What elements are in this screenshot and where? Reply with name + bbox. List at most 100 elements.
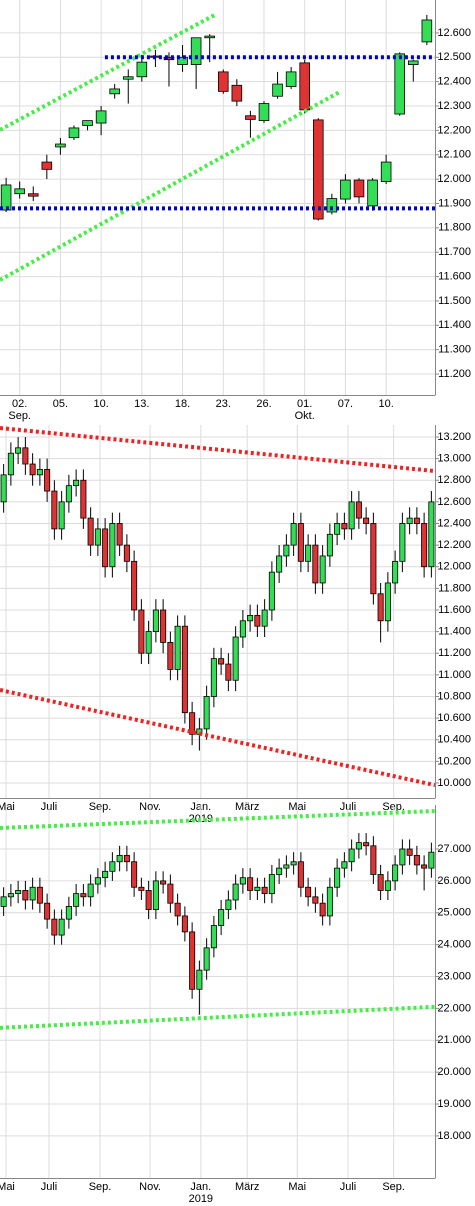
candle-body (341, 523, 348, 530)
y-tick-label: 23.000 (437, 970, 471, 982)
candle-body (370, 523, 377, 595)
y-tick-label: 11.000 (438, 669, 471, 681)
y-tick-label: 12.600 (437, 27, 471, 39)
y-tick-label: 11.400 (438, 626, 471, 638)
candle-body (334, 523, 341, 535)
candle-body (245, 115, 256, 120)
candle-body (73, 479, 80, 487)
candle-body (65, 485, 72, 503)
candle-body (384, 582, 391, 622)
candle-body (102, 870, 109, 879)
candle-body (276, 867, 283, 875)
y-tick-label: 19.000 (437, 1098, 471, 1110)
candle-body (421, 864, 428, 869)
candle-body (261, 609, 268, 627)
candle-body (14, 188, 25, 195)
x-tick-label: Jan. (190, 1181, 211, 1193)
candle-body (305, 886, 312, 898)
candle-body (355, 842, 362, 850)
candle-body (7, 893, 14, 898)
candle-body (312, 896, 319, 904)
candle-body (87, 517, 94, 546)
candle-body (413, 517, 420, 524)
y-tick-label: 21.000 (437, 1034, 471, 1046)
x-tick-sublabel: Sep. (8, 410, 31, 422)
candle-body (116, 854, 123, 863)
y-tick-label: 12.500 (437, 51, 471, 63)
candle-body (232, 636, 239, 681)
trend-line (0, 809, 436, 830)
candle-body (80, 479, 87, 519)
trend-line (0, 688, 436, 788)
candle-body (58, 918, 65, 936)
y-tick-label: 11.600 (438, 604, 471, 616)
candle-body (174, 625, 181, 670)
candle-body (290, 861, 297, 866)
candle-body (285, 71, 297, 87)
x-tick-label: Mai (0, 801, 15, 813)
y-tick-label: 12.400 (437, 76, 471, 88)
candle-body (341, 861, 348, 869)
candle-body (204, 35, 215, 39)
candle-body (283, 544, 290, 557)
candle-body (0, 896, 7, 907)
x-tick-sublabel: 2019 (189, 1193, 213, 1205)
candle-body (189, 931, 196, 990)
chart-panel: 18.000 19.000 20.000 21.000 22.000 23.000 24.0… (0, 805, 471, 1205)
candle-body (363, 842, 370, 847)
y-tick-label: 12.200 (437, 539, 471, 551)
candle-body (196, 969, 203, 990)
candle-body (363, 517, 370, 524)
candle-body (29, 886, 36, 901)
candle-body (22, 890, 29, 901)
candle-body (94, 877, 101, 885)
candle-body (348, 501, 355, 530)
x-tick-label: Sep. (89, 1181, 112, 1193)
candle-body (160, 880, 167, 885)
y-tick-label: 11.200 (438, 647, 471, 659)
x-tick-label: Nov. (139, 1181, 161, 1193)
candle-body (261, 886, 268, 895)
y-tick-label: 11.800 (438, 222, 471, 234)
y-tick-label: 18.000 (437, 1130, 471, 1142)
candle-body (136, 61, 148, 78)
candle-body (73, 893, 80, 907)
candle-body (428, 501, 435, 568)
candle-body (51, 918, 58, 936)
y-tick-label: 12.100 (437, 149, 471, 161)
candle-body (406, 517, 413, 524)
candle-body (145, 631, 152, 654)
candle-body (312, 544, 319, 584)
candle-body (22, 447, 29, 465)
x-tick-label: Mai (0, 1181, 15, 1193)
candle-body (367, 179, 378, 207)
candle-body (203, 696, 210, 730)
x-tick-label: 10. (378, 398, 393, 410)
candle-body (36, 886, 43, 904)
candle-body (181, 915, 188, 933)
candle-body (326, 533, 333, 557)
candle-body (421, 523, 428, 568)
candle-body (152, 880, 159, 910)
trend-line (0, 426, 436, 474)
candle-body (190, 37, 202, 65)
candle-body (131, 861, 138, 888)
candle-body (355, 501, 362, 519)
candle-body (210, 658, 217, 697)
y-tick-label: 12.000 (437, 173, 471, 185)
candle-body (399, 848, 406, 866)
candle-body (428, 851, 435, 869)
candle-body (258, 103, 270, 122)
trend-line (0, 90, 341, 282)
candle-body (123, 854, 130, 863)
candle-body (80, 893, 87, 898)
candle-body (353, 179, 365, 198)
candle-body (384, 880, 391, 891)
y-tick-label: 20.000 (437, 1066, 471, 1078)
candle-body (319, 902, 326, 917)
y-tick-label: 11.700 (438, 246, 471, 258)
candle-body (421, 19, 433, 43)
candle-body (145, 890, 152, 910)
candle-body (15, 890, 22, 895)
